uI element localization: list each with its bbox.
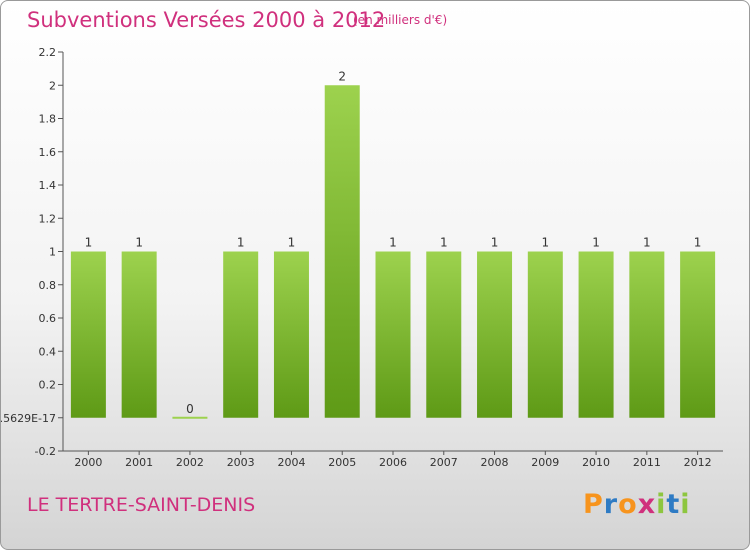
logo-letter: x (637, 489, 657, 520)
bar (477, 251, 513, 418)
y-tick-label: 2.2 (39, 46, 57, 59)
bar (426, 251, 462, 418)
data-label: 2 (338, 69, 346, 83)
y-tick-label: 0.8 (39, 279, 57, 292)
data-label: 1 (440, 236, 448, 250)
y-tick-label: 0.6 (39, 312, 57, 325)
bar (324, 85, 360, 418)
commune-name: LE TERTRE-SAINT-DENIS (27, 494, 256, 516)
logo-letter: t (666, 489, 681, 520)
logo-letter: r (603, 489, 619, 520)
data-label: 1 (135, 236, 143, 250)
x-tick-label: 2007 (430, 456, 458, 469)
data-label: 1 (491, 236, 499, 250)
data-label: 1 (237, 236, 245, 250)
y-tick-label: -0.2 (35, 445, 56, 458)
proxiti-logo: Proxiti (583, 489, 691, 520)
data-label: 1 (592, 236, 600, 250)
data-label: 1 (85, 236, 93, 250)
x-tick-label: 2002 (176, 456, 204, 469)
bar (578, 251, 614, 418)
y-tick-label: 2 (49, 79, 56, 92)
x-tick-label: 2011 (633, 456, 661, 469)
y-tick-label: -1.5629E-17 (1, 412, 56, 425)
x-tick-label: 2009 (531, 456, 559, 469)
x-tick-label: 2008 (481, 456, 509, 469)
chart-subtitle: (en milliers d'€) (353, 13, 448, 27)
bar (375, 251, 411, 418)
data-label: 1 (694, 236, 702, 250)
bar (172, 416, 208, 419)
x-tick-label: 2005 (328, 456, 356, 469)
data-label: 0 (186, 402, 194, 416)
x-tick-label: 2010 (582, 456, 610, 469)
y-tick-label: 1 (49, 246, 56, 259)
x-tick-label: 2001 (125, 456, 153, 469)
data-label: 1 (288, 236, 296, 250)
data-label: 1 (643, 236, 651, 250)
logo-letter: i (656, 489, 667, 520)
bar (223, 251, 259, 418)
y-tick-label: 0.4 (39, 345, 57, 358)
y-tick-label: 1.2 (39, 212, 57, 225)
y-tick-label: 1.8 (39, 113, 57, 126)
data-label: 1 (389, 236, 397, 250)
y-tick-label: 1.6 (39, 146, 57, 159)
y-tick-label: 1.4 (39, 179, 57, 192)
y-tick-label: 0.2 (39, 379, 57, 392)
bar (527, 251, 563, 418)
x-tick-label: 2000 (74, 456, 102, 469)
logo-letter: o (618, 489, 638, 520)
x-tick-label: 2012 (684, 456, 712, 469)
x-tick-label: 2003 (227, 456, 255, 469)
bar (680, 251, 716, 418)
bar (273, 251, 309, 418)
x-tick-label: 2004 (277, 456, 305, 469)
data-label: 1 (541, 236, 549, 250)
logo-letter: P (583, 489, 604, 520)
logo-letter: i (680, 489, 691, 520)
bar (121, 251, 157, 418)
bar (70, 251, 106, 418)
chart-title: Subventions Versées 2000 à 2012 (27, 8, 386, 32)
x-tick-label: 2006 (379, 456, 407, 469)
bar (629, 251, 665, 418)
